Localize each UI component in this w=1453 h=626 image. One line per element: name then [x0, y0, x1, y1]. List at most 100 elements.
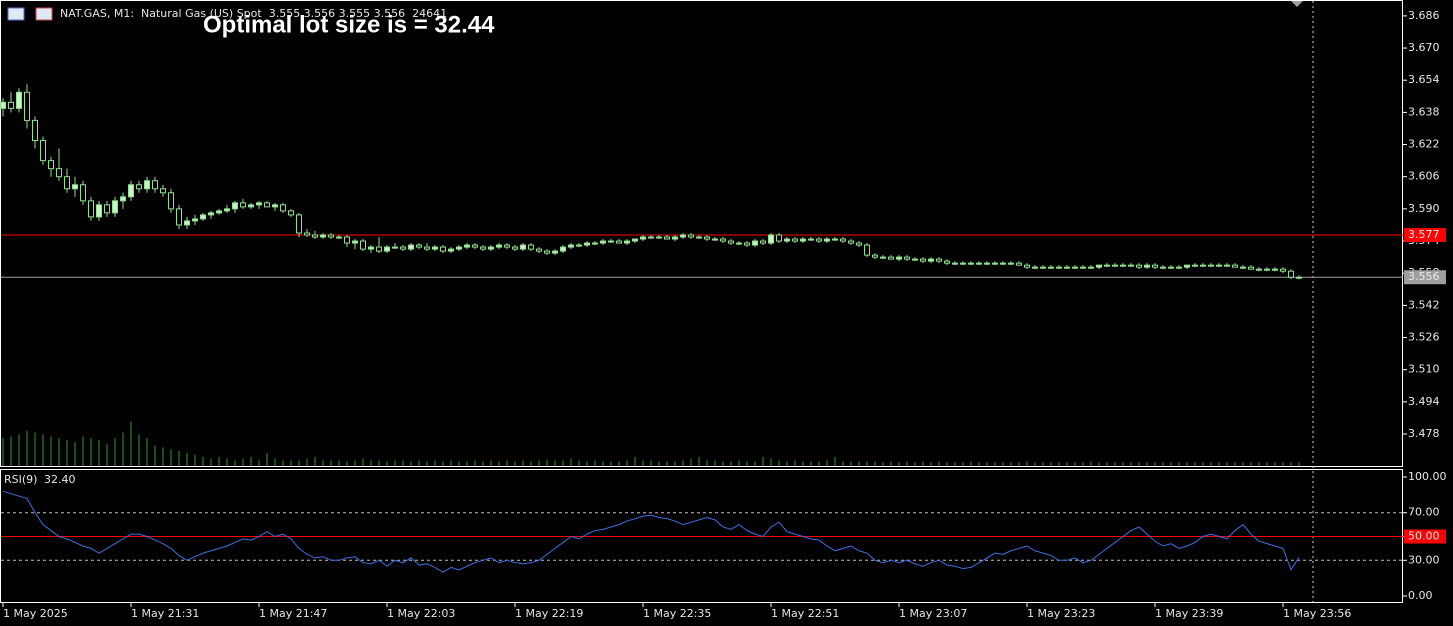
candle-body [632, 238, 638, 242]
candle-body [864, 244, 870, 256]
candle-body [1248, 266, 1254, 270]
candle-body [40, 140, 46, 162]
candle-body [416, 244, 422, 248]
candle-body [528, 244, 534, 250]
x-tick-label: 1 May 22:03 [387, 607, 455, 620]
candle-body [1064, 266, 1070, 269]
candle-body [168, 192, 174, 210]
candle-body [744, 242, 750, 246]
candle-body [440, 246, 446, 252]
icon [35, 7, 53, 21]
candle-body [1136, 264, 1142, 268]
rsi-tick-label: 50.00 [1408, 530, 1440, 543]
candle-body [48, 160, 54, 170]
y-tick-label: 3.590 [1408, 202, 1440, 215]
candle-body [680, 234, 686, 238]
candle-body [144, 180, 150, 190]
candle-body [1200, 264, 1206, 267]
candle-body [784, 238, 790, 242]
candle-body [696, 236, 702, 239]
candle-body [64, 176, 70, 190]
candle-body [960, 262, 966, 265]
x-tick-label: 1 May 22:35 [643, 607, 711, 620]
candle-body [728, 240, 734, 244]
candle-body [320, 234, 326, 238]
x-tick-label: 1 May 23:07 [899, 607, 967, 620]
candle-body [552, 250, 558, 254]
candle-body [496, 244, 502, 248]
candle-body [832, 238, 838, 241]
candle-body [1112, 264, 1118, 267]
candle-body [80, 184, 86, 202]
candle-body [72, 184, 78, 190]
candle-body [408, 244, 414, 250]
candle-body [1208, 264, 1214, 267]
y-tick-label: 3.622 [1408, 138, 1440, 151]
candle-body [336, 236, 342, 239]
candle-body [768, 234, 774, 244]
price-badge-label: 3.556 [1408, 270, 1440, 283]
candle-body [1120, 264, 1126, 267]
candle-body [216, 210, 222, 214]
rsi-tick-label: 0.00 [1408, 589, 1433, 602]
candle-body [1096, 264, 1102, 268]
candle-body [472, 244, 478, 248]
candle-body [344, 236, 350, 244]
y-tick-label: 3.526 [1408, 331, 1440, 344]
candle-body [480, 246, 486, 250]
candle-body [584, 242, 590, 246]
candle-body [576, 244, 582, 247]
candle-body [1016, 262, 1022, 266]
candle-body [792, 238, 798, 242]
candle-body [8, 101, 14, 109]
candle-body [1184, 264, 1190, 268]
candle-body [1056, 266, 1062, 269]
candle-body [280, 204, 286, 212]
candle-body [96, 204, 102, 218]
candle-body [1296, 276, 1302, 279]
candle-body [128, 184, 134, 198]
y-tick-label: 3.494 [1408, 395, 1440, 408]
x-tick-label: 1 May 21:31 [131, 607, 199, 620]
candle-body [400, 246, 406, 250]
shift-marker [1291, 1, 1303, 7]
candle-body [824, 238, 830, 242]
candle-body [944, 260, 950, 264]
candle-body [600, 240, 606, 244]
candle-body [1256, 268, 1262, 271]
candle-body [176, 208, 182, 226]
candle-body [384, 246, 390, 252]
x-tick-label: 1 May 23:23 [1027, 607, 1095, 620]
candle-body [432, 246, 438, 250]
candle-body [360, 240, 366, 250]
price-badge [1404, 270, 1446, 285]
candle-body [816, 238, 822, 242]
rsi-tick-label: 70.00 [1408, 506, 1440, 519]
candle-body [32, 119, 38, 142]
y-tick-label: 3.686 [1408, 9, 1440, 22]
candle-body [624, 240, 630, 244]
candle-body [1240, 266, 1246, 269]
candle-body [688, 234, 694, 238]
candle-body [264, 202, 270, 208]
candle-body [304, 232, 310, 236]
rsi-tick-label: 100.00 [1408, 470, 1447, 483]
candle-body [856, 242, 862, 246]
candle-body [968, 262, 974, 265]
candle-body [256, 202, 262, 206]
y-tick-label: 3.670 [1408, 41, 1440, 54]
y-tick-label: 3.478 [1408, 427, 1440, 440]
candle-body [1000, 262, 1006, 265]
candle-body [536, 248, 542, 252]
candle-body [1008, 262, 1014, 265]
candle-body [1224, 264, 1230, 267]
candle-body [1176, 266, 1182, 269]
candle-body [288, 210, 294, 216]
candle-body [984, 262, 990, 265]
rsi-level-badge [1404, 529, 1446, 544]
price-badge-label: 3.577 [1408, 228, 1440, 241]
candle-body [848, 240, 854, 244]
candle-body [352, 240, 358, 244]
candle-body [184, 220, 190, 226]
